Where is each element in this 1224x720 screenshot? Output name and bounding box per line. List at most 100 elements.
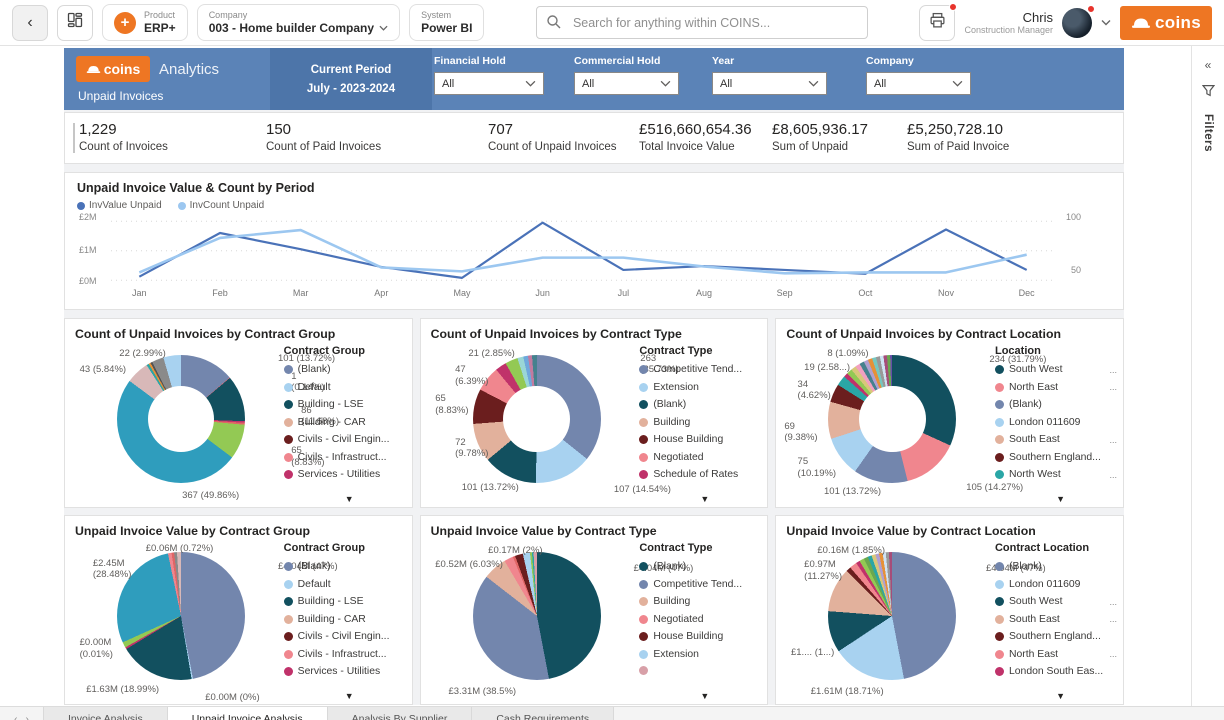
- expand-legend-icon[interactable]: ▼: [700, 691, 710, 701]
- system-chip[interactable]: System Power BI: [409, 4, 485, 41]
- expand-legend-icon[interactable]: ▼: [700, 494, 710, 504]
- legend-item[interactable]: Competitive Tend...: [639, 364, 761, 375]
- legend-truncated-text: ...: [1109, 649, 1117, 659]
- donut-hole: [859, 385, 926, 453]
- expand-legend-icon[interactable]: ▼: [344, 691, 354, 701]
- legend-dot: [639, 579, 649, 589]
- user-menu-chevron-icon[interactable]: [1101, 19, 1111, 26]
- legend-item[interactable]: (Blank): [639, 561, 761, 572]
- legend-item[interactable]: Schedule of Rates: [639, 469, 761, 480]
- pie-chart[interactable]: [828, 552, 957, 680]
- x-axis-tick: May: [453, 288, 471, 298]
- legend-item[interactable]: Civils - Civil Engin...: [283, 631, 406, 642]
- legend-item[interactable]: Default: [283, 382, 406, 393]
- legend-item[interactable]: (Blank): [639, 399, 761, 410]
- pie-chart[interactable]: [472, 552, 601, 680]
- donut-chart[interactable]: [828, 355, 957, 483]
- filter-dropdown[interactable]: All: [434, 72, 544, 95]
- filter-dropdown[interactable]: All: [574, 72, 679, 95]
- legend-label: House Building: [653, 434, 724, 445]
- legend-item[interactable]: (Blank): [283, 561, 406, 572]
- legend-item[interactable]: InvCount Unpaid: [177, 200, 264, 211]
- filter-financial-hold: Financial Hold All: [434, 55, 544, 95]
- filter-dropdown[interactable]: All: [712, 72, 827, 95]
- expand-filters-icon[interactable]: «: [1204, 58, 1212, 72]
- legend-item[interactable]: South West...: [994, 364, 1117, 375]
- company-chip[interactable]: Company 003 - Home builder Company: [196, 4, 401, 41]
- legend-item[interactable]: Services - Utilities: [283, 666, 406, 677]
- current-period-box: Current Period July - 2023-2024: [270, 48, 432, 110]
- legend-item[interactable]: Southern England...: [994, 452, 1117, 463]
- legend-truncated-text: ...: [1109, 382, 1117, 392]
- chart-legend: Contract Group (Blank) Default Building - L…: [283, 542, 406, 688]
- legend-dot: [639, 417, 649, 427]
- legend-item[interactable]: London South Eas...: [994, 666, 1117, 677]
- legend-item[interactable]: Competitive Tend...: [639, 579, 761, 590]
- tab-nav-left-icon[interactable]: ‹: [14, 714, 18, 720]
- pie-chart[interactable]: [117, 552, 245, 680]
- legend-item[interactable]: Services - Utilities: [283, 469, 406, 480]
- legend-item[interactable]: South East...: [994, 614, 1117, 625]
- printer-icon: [929, 12, 946, 34]
- expand-legend-icon[interactable]: ▼: [1056, 691, 1065, 701]
- legend-label: (Blank): [1008, 561, 1042, 572]
- donut-chart[interactable]: [117, 355, 245, 483]
- legend-dot: [639, 597, 649, 606]
- donut-hole: [147, 385, 215, 453]
- print-button[interactable]: [919, 2, 958, 41]
- filter-funnel-icon[interactable]: [1201, 84, 1215, 102]
- legend-label: London 011609: [1008, 578, 1081, 590]
- report-page-tab[interactable]: Cash Requirements: [472, 707, 615, 720]
- legend-item[interactable]: House Building: [639, 631, 761, 642]
- legend-item[interactable]: Building: [639, 417, 761, 428]
- legend-item[interactable]: North East...: [994, 382, 1117, 393]
- legend-item[interactable]: InvValue Unpaid: [77, 200, 162, 211]
- legend-item[interactable]: Extension: [639, 649, 761, 660]
- report-page-tab[interactable]: Invoice Analysis: [44, 707, 168, 720]
- legend-item[interactable]: Civils - Infrastruct...: [283, 649, 406, 660]
- legend-item[interactable]: London 011609: [994, 578, 1117, 590]
- filter-dropdown[interactable]: All: [866, 72, 971, 95]
- legend-item[interactable]: Building: [639, 596, 761, 607]
- chevron-down-icon: [525, 80, 536, 87]
- search-input[interactable]: [535, 6, 868, 39]
- report-page-tab[interactable]: Unpaid Invoice Analysis: [167, 707, 328, 720]
- legend-item[interactable]: Civils - Civil Engin...: [283, 434, 406, 445]
- legend-item[interactable]: (Blank): [283, 364, 406, 375]
- legend-item[interactable]: London 011609: [994, 417, 1117, 428]
- legend-item[interactable]: North East...: [994, 649, 1117, 660]
- expand-legend-icon[interactable]: ▼: [344, 494, 354, 504]
- kpi-card: £5,250,728.10 Sum of Paid Invoice: [907, 120, 1009, 156]
- back-button[interactable]: ‹: [12, 4, 48, 41]
- product-chip[interactable]: + Product ERP+: [102, 4, 188, 41]
- legend-item[interactable]: Negotiated: [639, 614, 761, 625]
- legend-item[interactable]: Building - CAR: [283, 614, 406, 625]
- legend-item[interactable]: South East...: [994, 434, 1117, 445]
- legend-item[interactable]: Southern England...: [994, 631, 1117, 642]
- pie-chart-card: Count of Unpaid Invoices by Contract Loc…: [775, 318, 1124, 508]
- legend-item[interactable]: Negotiated: [639, 452, 761, 463]
- pie-chart-card: Count of Unpaid Invoices by Contract Typ…: [419, 318, 769, 508]
- legend-item[interactable]: Default: [283, 579, 406, 590]
- legend-item[interactable]: South West...: [994, 596, 1117, 607]
- apps-grid-button[interactable]: [57, 4, 93, 41]
- legend-item[interactable]: Building - LSE: [283, 596, 406, 607]
- tab-nav-right-icon[interactable]: ›: [25, 714, 29, 720]
- avatar[interactable]: [1062, 4, 1095, 38]
- expand-legend-icon[interactable]: ▼: [1056, 494, 1065, 504]
- legend-item[interactable]: Building - CAR: [283, 417, 406, 428]
- legend-item[interactable]: Civils - Infrastruct...: [283, 452, 406, 463]
- app-name: Analytics: [159, 60, 220, 78]
- donut-chart[interactable]: [472, 355, 601, 483]
- legend-item[interactable]: (Blank): [994, 561, 1117, 572]
- legend-item[interactable]: (Blank): [994, 399, 1117, 410]
- chart-title: Count of Unpaid Invoices by Contract Loc…: [786, 327, 1061, 341]
- legend-item[interactable]: Extension: [639, 382, 761, 393]
- legend-dot: [283, 579, 293, 589]
- legend-item[interactable]: Building - LSE: [283, 399, 406, 410]
- legend-item[interactable]: North West...: [994, 469, 1117, 480]
- report-page-tab[interactable]: Analysis By Supplier: [327, 707, 473, 720]
- legend-item[interactable]: [639, 666, 761, 675]
- legend-item[interactable]: House Building: [639, 434, 761, 445]
- x-axis-tick: Jun: [535, 288, 550, 298]
